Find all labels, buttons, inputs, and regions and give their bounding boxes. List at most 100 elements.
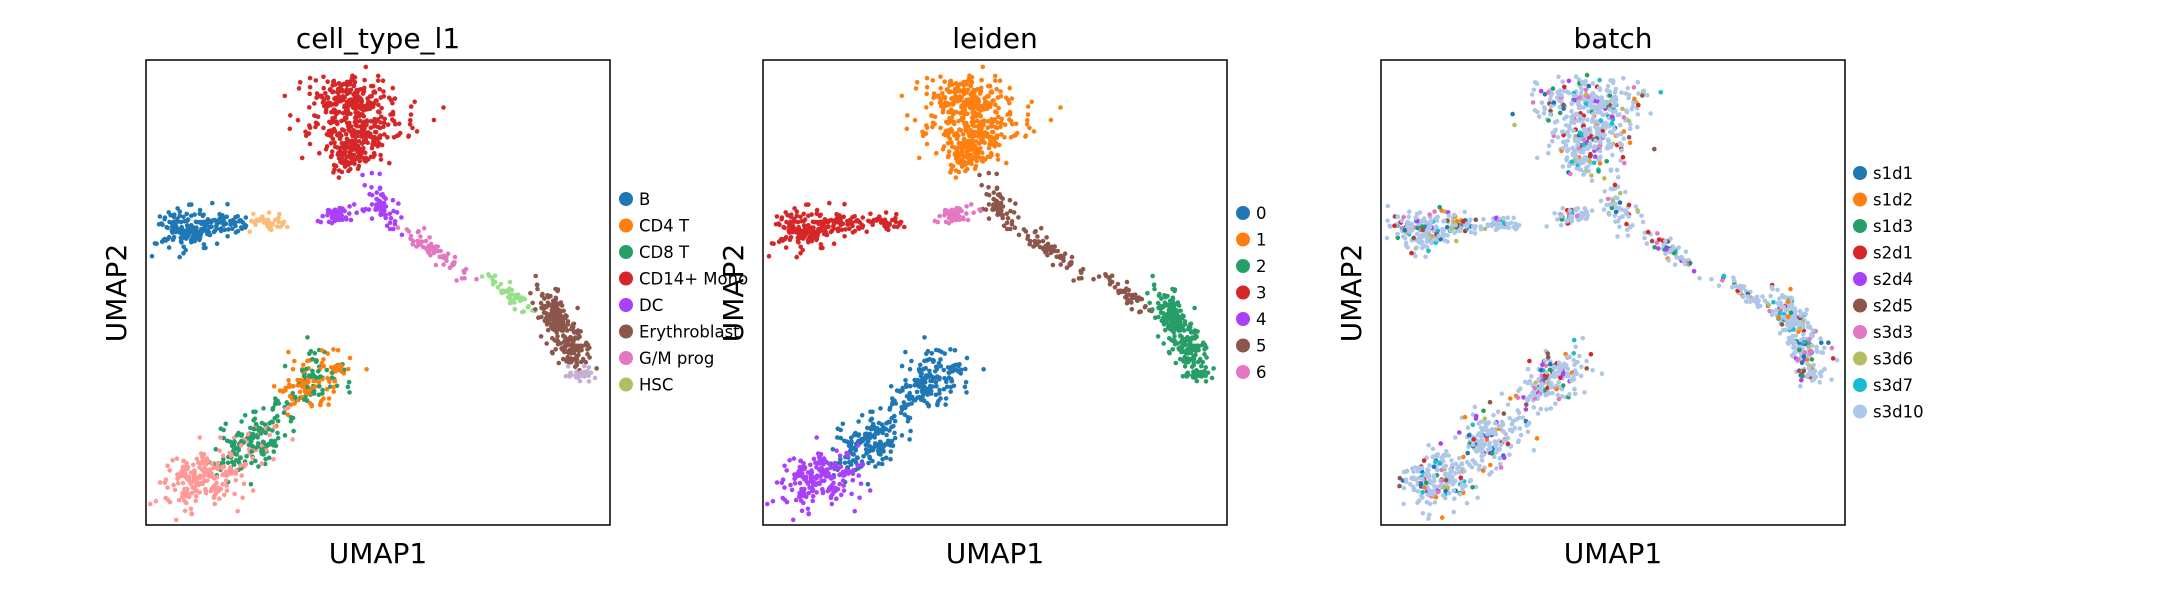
scatter-point xyxy=(1786,314,1791,320)
scatter-point xyxy=(1191,357,1197,362)
scatter-point xyxy=(221,457,226,462)
scatter-point xyxy=(545,327,551,333)
scatter-point xyxy=(847,440,853,446)
scatter-point xyxy=(1177,347,1182,352)
scatter-point xyxy=(943,219,949,225)
scatter-point xyxy=(983,207,989,212)
scatter-point xyxy=(1138,309,1143,314)
scatter-point xyxy=(200,454,206,459)
scatter-point xyxy=(832,466,837,472)
legend-label: 4 xyxy=(1256,310,1267,329)
scatter-point xyxy=(817,461,822,466)
scatter-point xyxy=(1785,299,1791,305)
scatter-point xyxy=(1641,88,1647,94)
scatter-point xyxy=(257,218,262,223)
scatter-point xyxy=(157,214,163,219)
scatter-point xyxy=(933,392,939,398)
scatter-point xyxy=(1575,118,1581,123)
scatter-point xyxy=(1605,196,1611,202)
scatter-point xyxy=(1775,300,1780,306)
scatter-point xyxy=(1613,205,1618,211)
scatter-point xyxy=(1044,235,1049,240)
scatter-point xyxy=(286,378,291,383)
scatter-point xyxy=(327,379,332,385)
scatter-point xyxy=(924,91,929,97)
scatter-point xyxy=(964,144,969,150)
scatter-point xyxy=(332,378,338,384)
scatter-point xyxy=(1806,337,1812,342)
scatter-point xyxy=(1645,93,1650,98)
scatter-point xyxy=(333,95,339,101)
scatter-point xyxy=(1012,225,1018,230)
scatter-point xyxy=(967,152,972,158)
scatter-point xyxy=(827,200,832,206)
scatter-point xyxy=(200,461,205,466)
scatter-point xyxy=(353,110,358,115)
scatter-point xyxy=(1413,253,1418,259)
scatter-point xyxy=(948,384,954,390)
scatter-point xyxy=(391,135,397,140)
legend-marker xyxy=(619,351,633,365)
scatter-point xyxy=(171,482,176,488)
scatter-point xyxy=(214,241,220,246)
scatter-point xyxy=(1023,134,1028,139)
scatter-point xyxy=(1607,129,1613,135)
scatter-point xyxy=(548,311,554,317)
scatter-point xyxy=(307,105,312,110)
scatter-point xyxy=(347,355,353,361)
scatter-point xyxy=(784,468,789,473)
scatter-point xyxy=(215,466,220,472)
scatter-point xyxy=(884,421,889,426)
scatter-point xyxy=(868,211,873,217)
scatter-point xyxy=(1668,236,1673,241)
scatter-point xyxy=(1177,356,1183,362)
scatter-point xyxy=(162,480,168,486)
scatter-point xyxy=(189,511,195,516)
scatter-point xyxy=(229,459,235,465)
scatter-point xyxy=(1560,383,1566,388)
scatter-point xyxy=(1682,261,1688,267)
scatter-point xyxy=(1049,244,1055,250)
scatter-point xyxy=(574,362,580,368)
scatter-point xyxy=(934,150,939,156)
scatter-point xyxy=(185,227,191,232)
scatter-point xyxy=(290,437,295,442)
scatter-point xyxy=(1624,108,1629,113)
scatter-point xyxy=(1801,368,1807,374)
scatter-point xyxy=(1409,221,1414,227)
scatter-point xyxy=(433,262,439,268)
scatter-point xyxy=(984,191,989,197)
scatter-point xyxy=(866,218,871,224)
scatter-point xyxy=(371,141,377,146)
scatter-point xyxy=(992,136,997,142)
scatter-point xyxy=(392,96,398,101)
scatter-point xyxy=(1589,208,1595,213)
scatter-point xyxy=(1511,215,1516,221)
scatter-point xyxy=(295,383,301,388)
scatter-point xyxy=(272,424,277,430)
scatter-point xyxy=(1609,121,1615,126)
scatter-point xyxy=(1654,240,1660,245)
scatter-point xyxy=(948,107,954,112)
scatter-point xyxy=(239,226,245,232)
scatter-point xyxy=(913,86,919,91)
scatter-point xyxy=(810,219,816,225)
scatter-point xyxy=(412,99,418,105)
scatter-point xyxy=(1199,363,1204,369)
scatter-point xyxy=(1013,121,1019,127)
scatter-point xyxy=(1592,145,1597,151)
scatter-point xyxy=(1581,142,1586,147)
scatter-point xyxy=(842,201,847,207)
scatter-point xyxy=(940,91,945,96)
scatter-point xyxy=(375,136,380,142)
scatter-point xyxy=(319,398,324,404)
scatter-point xyxy=(1769,284,1775,290)
scatter-point xyxy=(868,426,874,432)
scatter-point xyxy=(1524,402,1529,407)
scatter-point xyxy=(797,468,803,473)
scatter-point xyxy=(991,98,996,103)
scatter-point xyxy=(780,238,785,243)
scatter-point xyxy=(999,132,1004,137)
scatter-point xyxy=(1426,248,1431,254)
scatter-point xyxy=(856,473,861,478)
